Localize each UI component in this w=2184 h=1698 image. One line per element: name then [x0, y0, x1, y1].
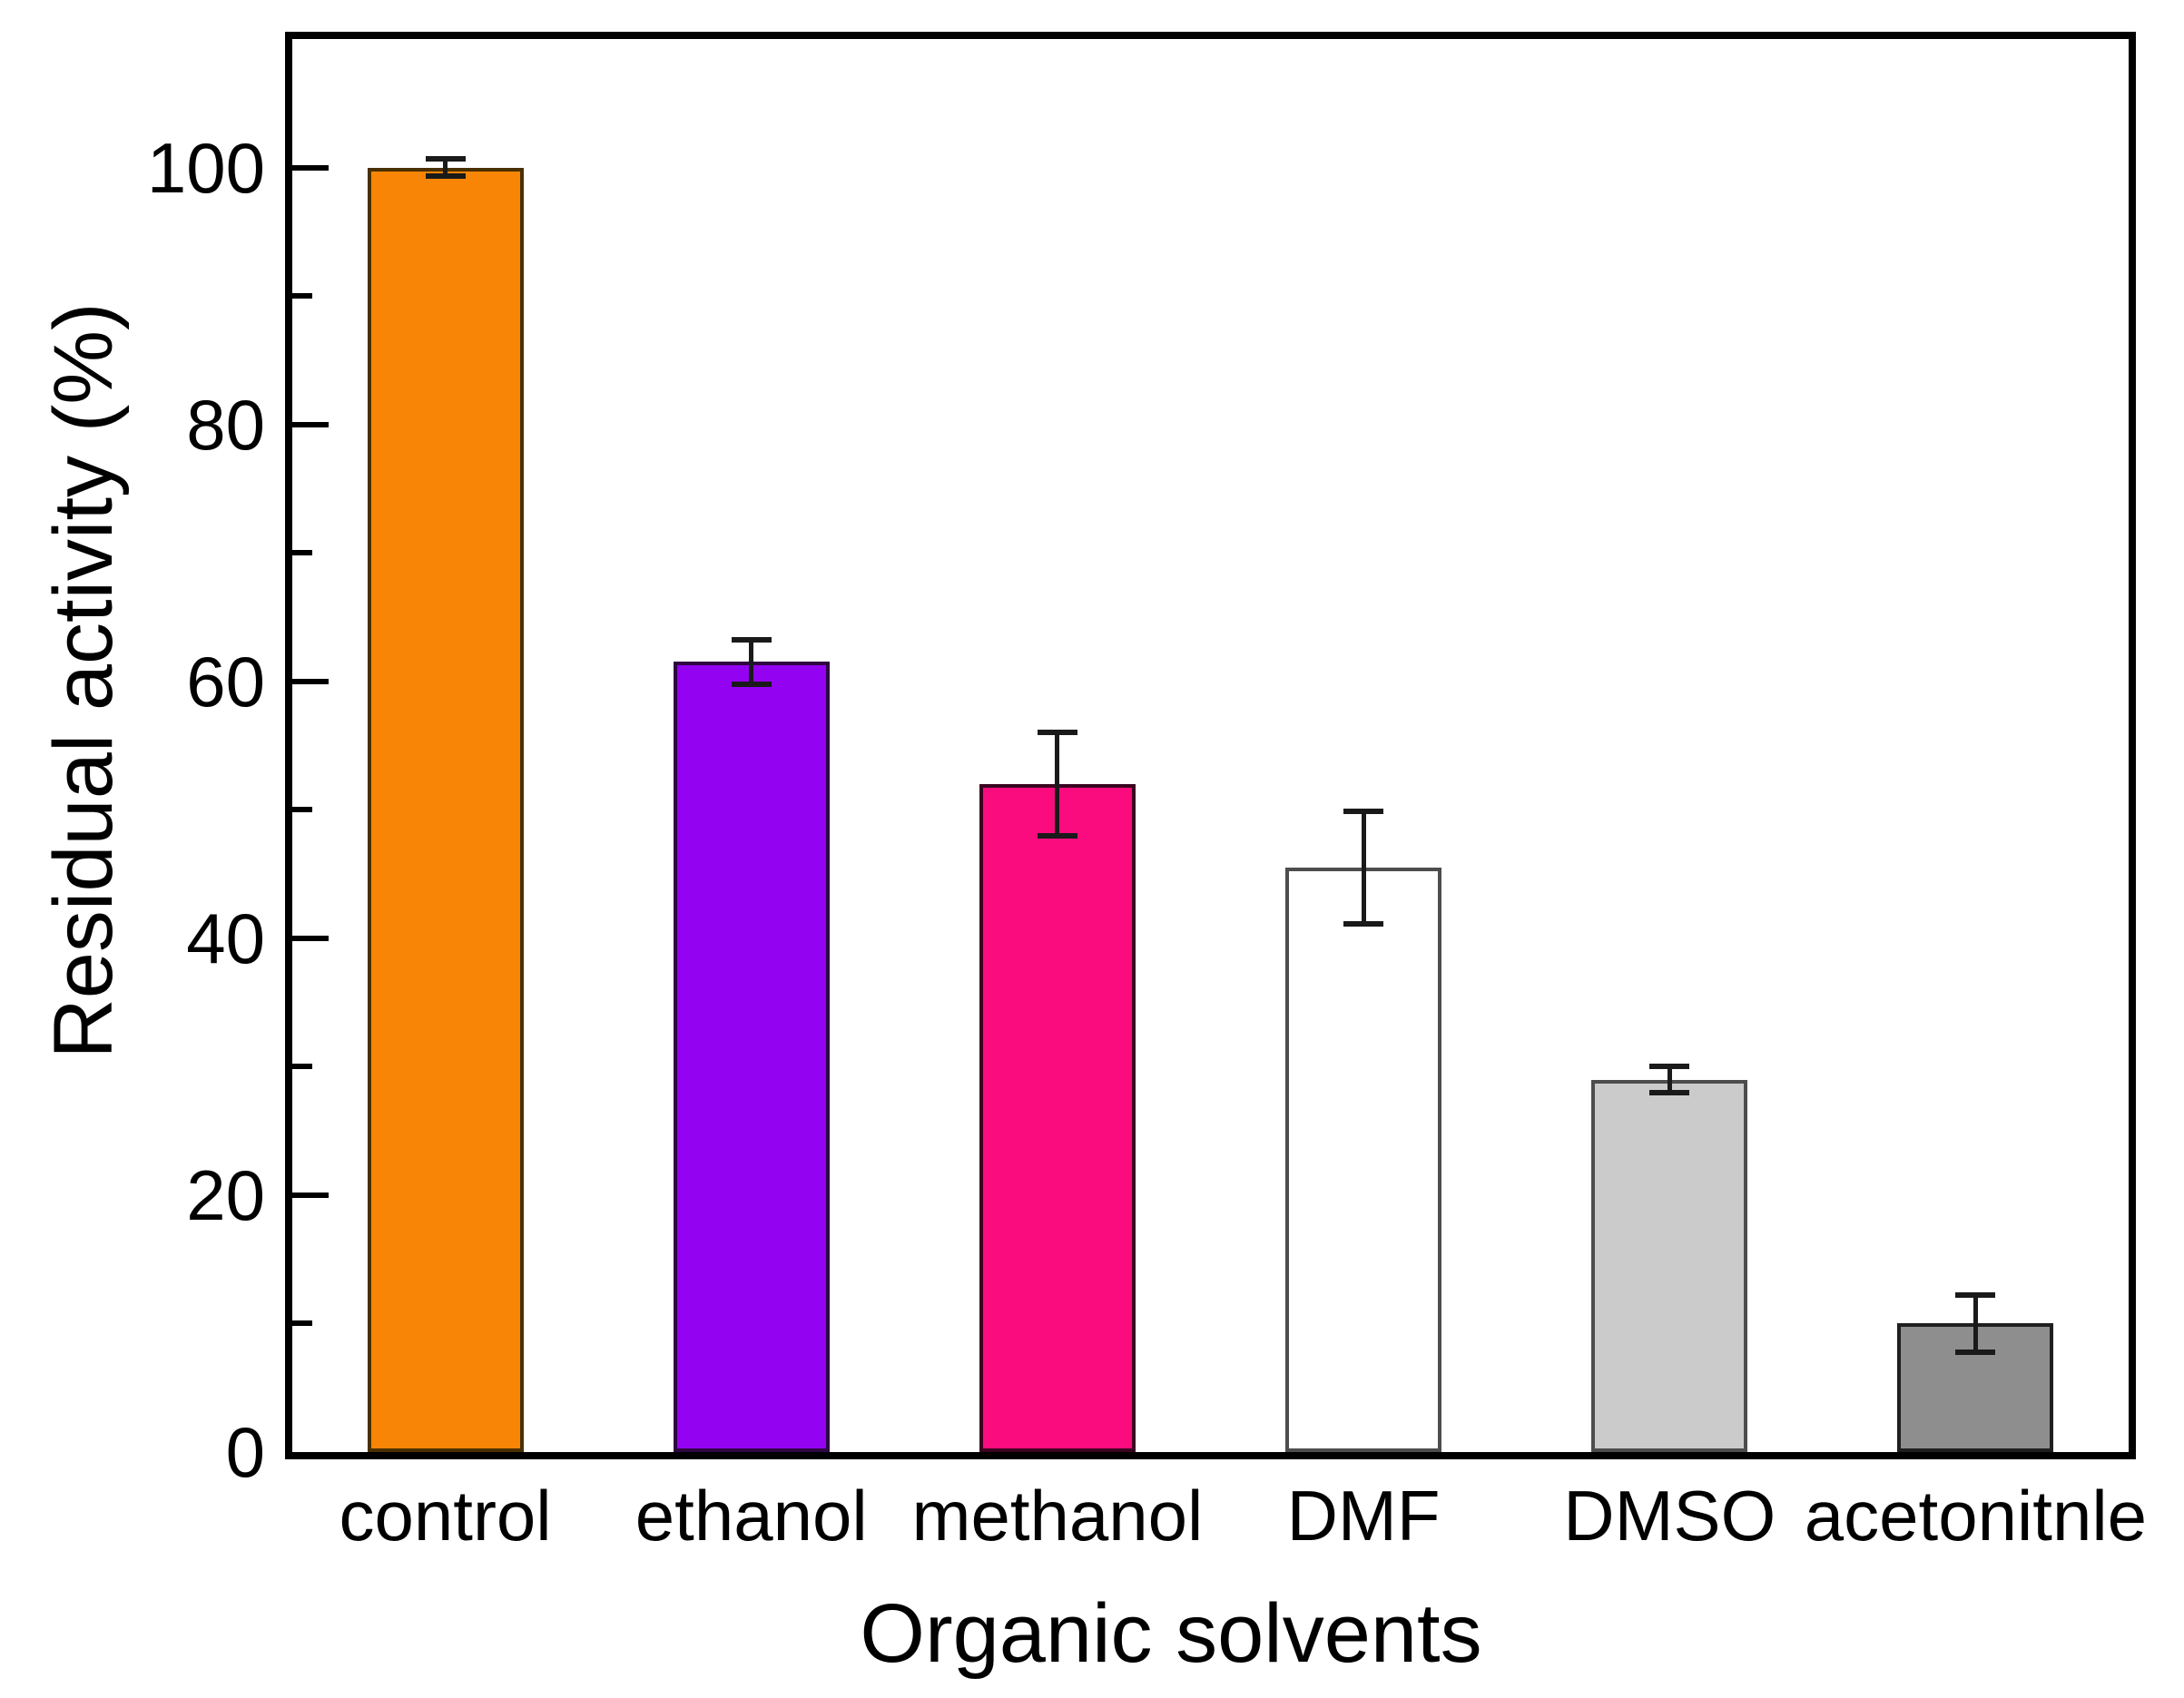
x-category-label-acetonitnle: acetonitnle	[1804, 1476, 2148, 1556]
bar-ethanol	[673, 662, 830, 1452]
bar-DMF	[1285, 867, 1442, 1452]
bar-control	[367, 167, 524, 1452]
error-bar-bottom-cap-DMSO	[1649, 1089, 1690, 1095]
x-category-label-DMF: DMF	[1286, 1476, 1441, 1556]
y-axis-title: Residual activity (%)	[37, 302, 130, 1059]
error-bar-ethanol	[749, 640, 754, 684]
y-axis-major-tick	[292, 678, 329, 684]
error-bar-top-cap-acetonitnle	[1955, 1292, 1996, 1299]
y-axis-minor-tick	[292, 293, 312, 299]
y-axis-minor-tick	[292, 550, 312, 556]
error-bar-bottom-cap-acetonitnle	[1955, 1349, 1996, 1355]
error-bar-acetonitnle	[1972, 1295, 1978, 1352]
y-axis-major-tick	[292, 935, 329, 941]
y-axis-minor-tick	[292, 1064, 312, 1070]
error-bar-control	[443, 158, 448, 177]
y-tick-label-20: 20	[186, 1154, 265, 1235]
y-tick-label-0: 0	[225, 1412, 265, 1492]
x-axis-title: Organic solvents	[860, 1587, 1482, 1680]
x-category-label-control: control	[339, 1476, 552, 1556]
y-axis-major-tick	[292, 421, 329, 427]
error-bar-bottom-cap-DMF	[1343, 921, 1384, 928]
y-tick-label-80: 80	[186, 384, 265, 465]
error-bar-top-cap-control	[425, 155, 466, 162]
error-bar-bottom-cap-ethanol	[731, 681, 772, 687]
error-bar-top-cap-ethanol	[731, 637, 772, 643]
y-axis-major-tick	[292, 164, 329, 171]
error-bar-bottom-cap-methanol	[1037, 832, 1077, 839]
error-bar-methanol	[1055, 732, 1060, 836]
bar-DMSO	[1591, 1079, 1748, 1452]
plot-area	[292, 39, 2129, 1452]
y-tick-label-40: 40	[186, 898, 265, 978]
x-category-label-DMSO: DMSO	[1563, 1476, 1776, 1556]
error-bar-top-cap-DMSO	[1649, 1064, 1690, 1070]
y-axis-major-tick	[292, 1192, 329, 1198]
bar-acetonitnle	[1897, 1323, 2054, 1452]
error-bar-DMSO	[1667, 1066, 1672, 1093]
y-tick-label-100: 100	[146, 127, 265, 208]
error-bar-top-cap-DMF	[1343, 808, 1384, 814]
y-axis-minor-tick	[292, 1320, 312, 1327]
x-category-label-ethanol: ethanol	[635, 1476, 868, 1556]
bar-methanol	[979, 783, 1136, 1452]
error-bar-top-cap-methanol	[1037, 730, 1077, 736]
y-tick-label-60: 60	[186, 641, 265, 721]
error-bar-bottom-cap-control	[425, 173, 466, 180]
plot-frame	[285, 32, 2136, 1459]
y-axis-minor-tick	[292, 807, 312, 813]
x-category-label-methanol: methanol	[911, 1476, 1204, 1556]
error-bar-DMF	[1361, 810, 1366, 925]
